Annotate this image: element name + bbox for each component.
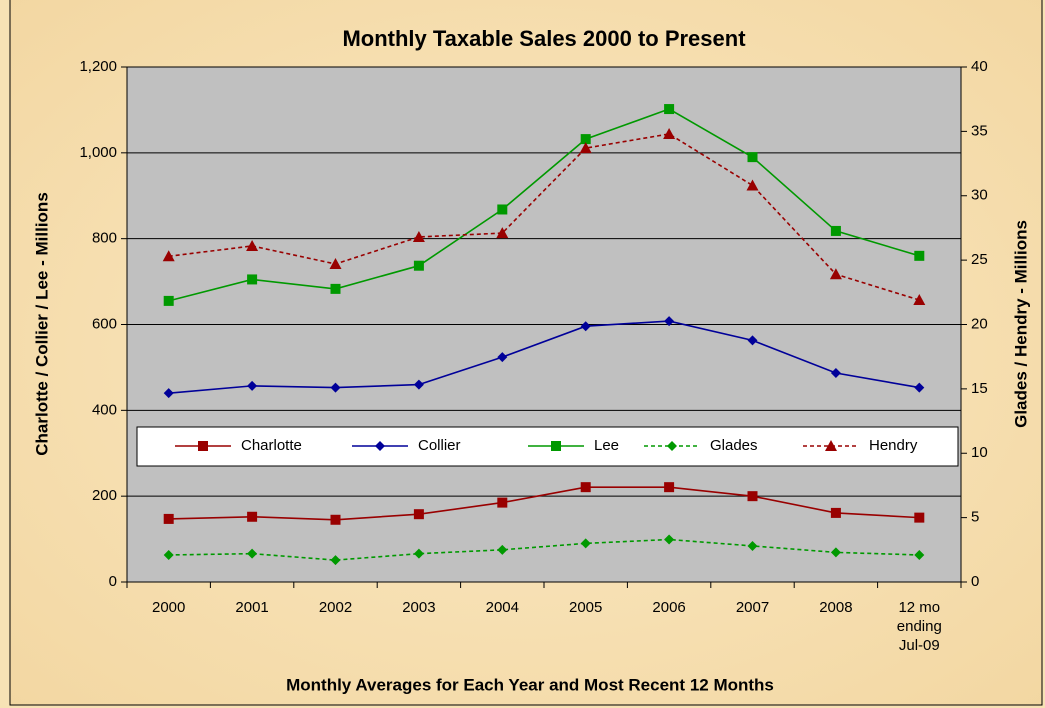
marker [163, 513, 174, 524]
marker [413, 509, 424, 520]
marker [914, 250, 925, 261]
marker [162, 250, 175, 262]
marker [663, 127, 676, 139]
marker [664, 482, 675, 493]
marker [747, 152, 758, 163]
y2-tick-label: 5 [971, 509, 979, 526]
series-line [168, 133, 920, 301]
y2-tick-label: 35 [971, 122, 988, 139]
marker [496, 227, 509, 239]
marker [664, 316, 675, 327]
legend-box [136, 426, 959, 467]
marker [551, 441, 561, 451]
marker [914, 549, 925, 560]
marker [747, 491, 758, 502]
marker [747, 540, 758, 551]
marker [830, 507, 841, 518]
x-tick-label: 2004 [486, 599, 519, 616]
marker [914, 512, 925, 523]
marker [413, 548, 424, 559]
y2-tick-label: 25 [971, 251, 988, 268]
marker [497, 352, 508, 363]
series-line [168, 320, 920, 394]
marker [497, 204, 508, 215]
y2-axis-label: Glades / Hendry - Millions [1011, 220, 1030, 428]
marker [247, 380, 258, 391]
x-tick-label: 2007 [736, 599, 769, 616]
marker [829, 268, 842, 280]
marker [830, 225, 841, 236]
y2-tick-label: 30 [971, 187, 988, 204]
marker [497, 497, 508, 508]
marker [247, 511, 258, 522]
marker [580, 482, 591, 493]
y-tick-label: 1,000 [79, 144, 117, 161]
x-tick-label: 2002 [319, 599, 352, 616]
marker [163, 388, 174, 399]
legend-label: Collier [418, 437, 461, 454]
marker [413, 260, 424, 271]
marker [913, 294, 926, 306]
marker [579, 142, 592, 154]
marker [830, 547, 841, 558]
x-tick-label: 2006 [652, 599, 685, 616]
marker [330, 382, 341, 393]
marker [667, 441, 677, 451]
x-tick-label: 2005 [569, 599, 602, 616]
marker [330, 555, 341, 566]
y2-tick-label: 0 [971, 573, 979, 590]
legend-label: Hendry [869, 437, 918, 454]
marker [163, 295, 174, 306]
y-tick-label: 0 [109, 573, 117, 590]
y2-tick-label: 40 [971, 58, 988, 75]
x-tick-label: 2008 [819, 599, 852, 616]
series-line [168, 108, 920, 302]
marker [198, 441, 208, 451]
y-tick-label: 200 [92, 487, 117, 504]
marker [375, 441, 385, 451]
marker [163, 549, 174, 560]
y-tick-label: 400 [92, 401, 117, 418]
marker [247, 548, 258, 559]
marker [412, 230, 425, 242]
y-tick-label: 600 [92, 315, 117, 332]
series-line [168, 538, 920, 561]
marker [580, 538, 591, 549]
y-tick-label: 1,200 [79, 58, 117, 75]
legend: Charlotte Collier Lee Glades Hendry [136, 426, 959, 467]
marker [330, 283, 341, 294]
x-tick-label: 12 mo ending Jul-09 [897, 599, 942, 654]
marker [247, 274, 258, 285]
x-tick-label: 2000 [152, 599, 185, 616]
legend-label: Glades [710, 437, 758, 454]
legend-label: Lee [594, 437, 619, 454]
marker [825, 440, 837, 451]
marker [580, 321, 591, 332]
marker [330, 514, 341, 525]
marker [747, 335, 758, 346]
marker [246, 239, 259, 251]
y2-tick-label: 15 [971, 380, 988, 397]
y-tick-label: 800 [92, 230, 117, 247]
x-tick-label: 2001 [235, 599, 268, 616]
x-axis-label: Monthly Averages for Each Year and Most … [286, 675, 774, 694]
y2-tick-label: 10 [971, 444, 988, 461]
chart-title: Monthly Taxable Sales 2000 to Present [342, 26, 746, 51]
marker [914, 382, 925, 393]
marker [329, 257, 342, 269]
marker [413, 379, 424, 390]
y2-tick-label: 20 [971, 315, 988, 332]
marker [497, 544, 508, 555]
x-tick-label: 2003 [402, 599, 435, 616]
marker [664, 534, 675, 545]
series-line [168, 486, 920, 521]
legend-label: Charlotte [241, 437, 302, 454]
marker [580, 134, 591, 145]
marker [830, 367, 841, 378]
marker [664, 104, 675, 115]
marker [746, 179, 759, 191]
y-axis-label: Charlotte / Collier / Lee - Millions [32, 192, 51, 456]
